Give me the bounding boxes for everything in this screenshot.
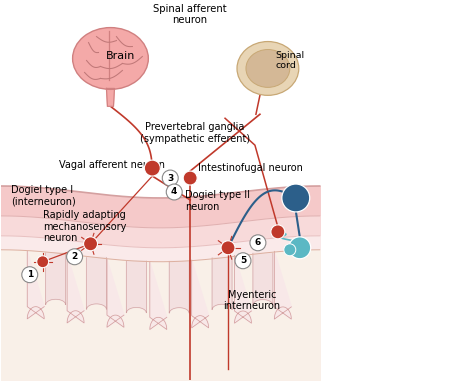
Polygon shape <box>212 258 232 310</box>
Polygon shape <box>107 88 114 106</box>
Text: Dogiel type I
(interneuron): Dogiel type I (interneuron) <box>11 185 75 207</box>
Circle shape <box>22 267 38 283</box>
Ellipse shape <box>254 56 263 63</box>
Text: Vagal afferent neuron: Vagal afferent neuron <box>59 160 164 170</box>
Ellipse shape <box>273 74 283 81</box>
Polygon shape <box>169 261 189 313</box>
Circle shape <box>83 237 98 251</box>
Text: 6: 6 <box>255 238 261 247</box>
Polygon shape <box>27 251 44 319</box>
Text: 2: 2 <box>72 252 78 261</box>
Text: 5: 5 <box>240 256 246 265</box>
Ellipse shape <box>246 50 290 87</box>
Polygon shape <box>253 253 273 305</box>
Text: 3: 3 <box>167 174 173 182</box>
Text: Prevertebral ganglia
(sympathetic efferent): Prevertebral ganglia (sympathetic effere… <box>140 122 250 144</box>
Circle shape <box>162 170 178 186</box>
Polygon shape <box>87 258 107 309</box>
Ellipse shape <box>73 27 148 90</box>
Ellipse shape <box>237 42 299 95</box>
Polygon shape <box>274 251 292 319</box>
Ellipse shape <box>273 56 283 63</box>
Circle shape <box>67 249 82 265</box>
Circle shape <box>289 237 311 259</box>
Text: Rapidly adapting
mechanosensory
neuron: Rapidly adapting mechanosensory neuron <box>43 210 126 243</box>
Circle shape <box>145 160 160 176</box>
Polygon shape <box>235 255 251 323</box>
Polygon shape <box>191 260 209 328</box>
Polygon shape <box>67 255 84 323</box>
Circle shape <box>183 171 197 185</box>
Polygon shape <box>150 262 167 330</box>
Circle shape <box>36 256 49 268</box>
Text: 1: 1 <box>27 270 33 279</box>
Ellipse shape <box>254 74 263 81</box>
Circle shape <box>250 235 266 251</box>
Text: Spinal
cord: Spinal cord <box>276 51 305 70</box>
Circle shape <box>166 184 182 200</box>
Circle shape <box>271 225 285 239</box>
Circle shape <box>282 184 310 212</box>
Circle shape <box>284 244 296 256</box>
Polygon shape <box>127 261 146 313</box>
Text: Intestinofugal neuron: Intestinofugal neuron <box>198 163 303 173</box>
Text: 4: 4 <box>171 187 177 197</box>
Circle shape <box>221 241 235 255</box>
Text: Spinal afferent
neuron: Spinal afferent neuron <box>154 4 227 25</box>
Circle shape <box>235 253 251 269</box>
Polygon shape <box>46 253 65 305</box>
Polygon shape <box>107 259 124 327</box>
Text: Dogiel type II
neuron: Dogiel type II neuron <box>185 190 250 211</box>
Text: Brain: Brain <box>106 51 135 61</box>
Text: Myenteric
interneuron: Myenteric interneuron <box>223 290 281 311</box>
